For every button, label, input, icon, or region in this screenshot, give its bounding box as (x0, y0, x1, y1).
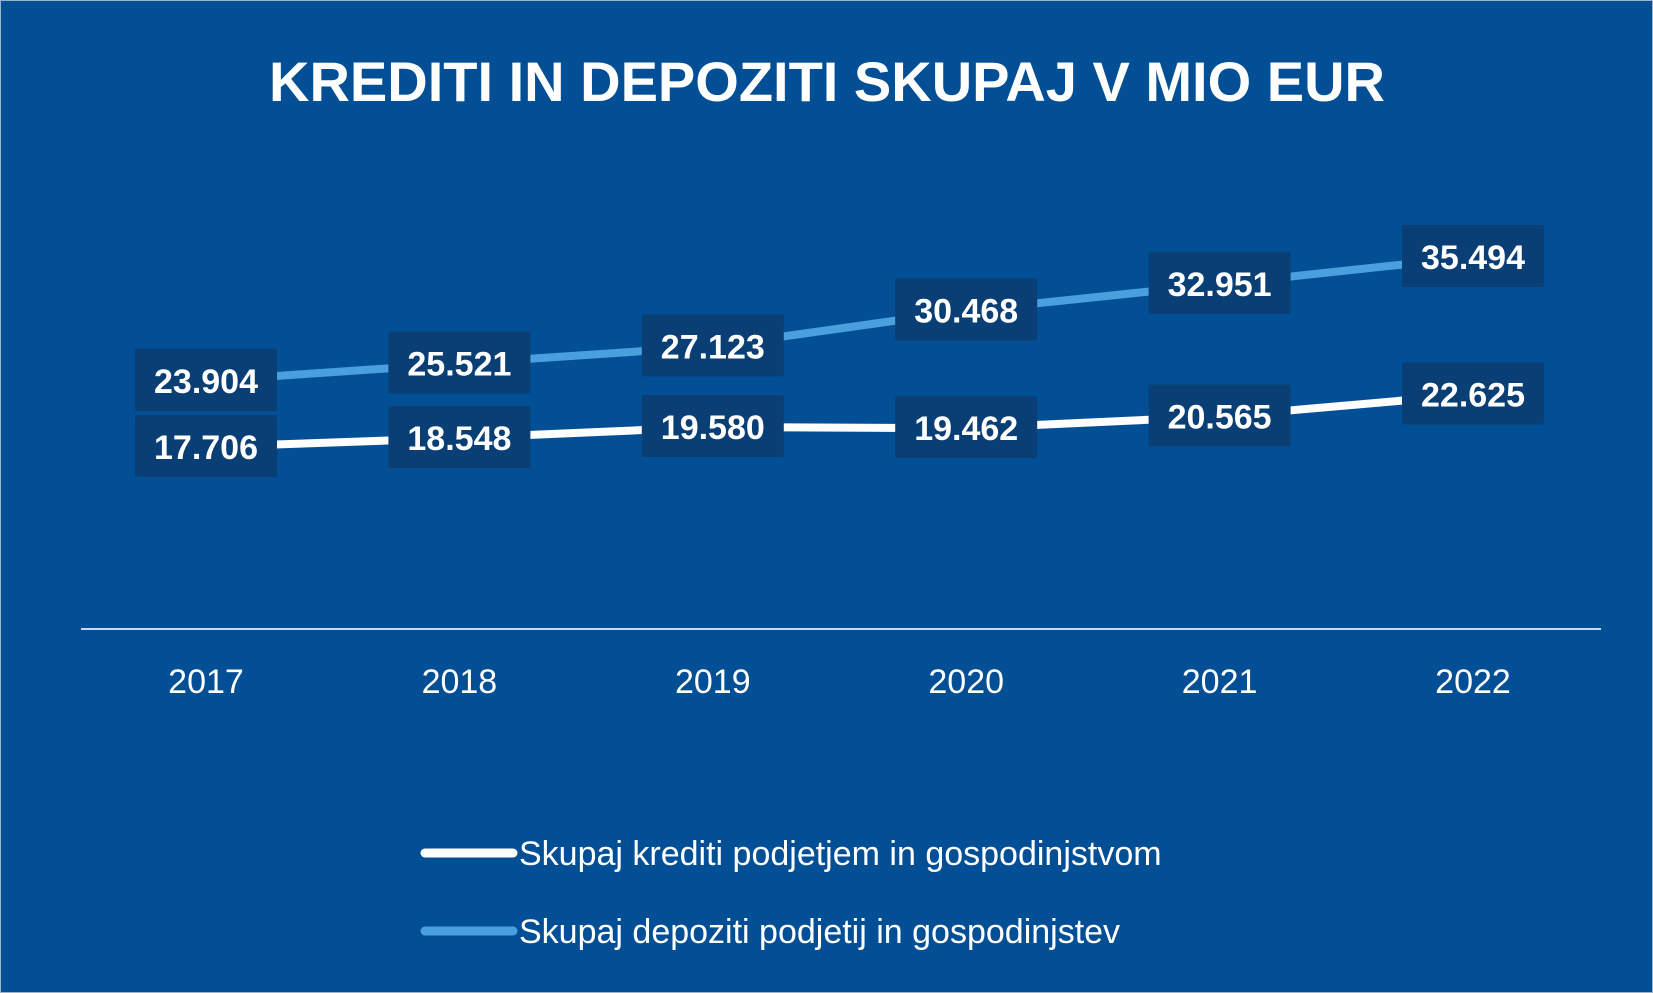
data-label-text: 23.904 (154, 363, 258, 401)
data-label-s1-2018: 18.548 (388, 406, 531, 469)
data-label-text: 35.494 (1421, 239, 1525, 277)
data-label-box (388, 331, 531, 394)
data-label-box (895, 396, 1038, 459)
x-tick-2022: 2022 (1435, 663, 1511, 701)
data-label-text: 25.521 (407, 346, 511, 384)
data-label-text: 19.462 (914, 410, 1018, 448)
data-label-box (1402, 362, 1544, 425)
data-labels-layer: 17.706 18.548 19.580 19.462 20.565 22.625 23.9… (135, 225, 1544, 477)
data-label-box (388, 406, 531, 469)
legend-label: Skupaj depoziti podjetij in gospodinjste… (519, 913, 1120, 951)
data-label-s2-2021: 32.951 (1148, 252, 1291, 315)
x-tick-2018: 2018 (422, 663, 498, 701)
data-label-box (1148, 252, 1291, 315)
legend: Skupaj krediti podjetjem in gospodinjstv… (420, 835, 1162, 951)
data-label-s1-2021: 20.565 (1148, 384, 1291, 447)
data-label-s1-2019: 19.580 (641, 394, 784, 457)
x-tick-labels: 2017 2018 2019 2020 2021 2022 (168, 663, 1511, 701)
x-tick-2021: 2021 (1182, 663, 1258, 701)
data-label-text: 20.565 (1168, 398, 1272, 436)
data-label-text: 17.706 (154, 429, 258, 467)
data-label-box (1148, 384, 1291, 447)
data-label-text: 18.548 (407, 420, 511, 458)
data-label-s2-2019: 27.123 (641, 314, 784, 377)
data-label-s1-2022: 22.625 (1402, 362, 1544, 425)
data-label-text: 19.580 (661, 409, 765, 447)
data-label-box (641, 394, 784, 457)
legend-item-1: Skupaj krediti podjetjem in gospodinjstv… (420, 835, 1162, 873)
x-tick-2017: 2017 (168, 663, 244, 701)
data-label-text: 22.625 (1421, 376, 1525, 414)
data-label-s1-2020: 19.462 (895, 396, 1038, 459)
data-label-box (135, 415, 277, 477)
data-label-s2-2020: 30.468 (895, 278, 1038, 341)
data-label-text: 27.123 (661, 328, 765, 366)
data-label-box (1402, 225, 1544, 287)
data-label-s2-2022: 35.494 (1402, 225, 1544, 287)
data-label-s1-2017: 17.706 (135, 415, 277, 477)
chart-title: KREDITI IN DEPOZITI SKUPAJ V MIO EUR (269, 50, 1385, 113)
legend-label: Skupaj krediti podjetjem in gospodinjstv… (519, 835, 1162, 873)
x-tick-2020: 2020 (928, 663, 1004, 701)
x-tick-2019: 2019 (675, 663, 751, 701)
data-label-box (895, 278, 1038, 341)
data-label-s2-2017: 23.904 (135, 348, 277, 411)
data-label-s2-2018: 25.521 (388, 331, 531, 394)
data-label-box (135, 348, 277, 411)
data-label-box (641, 314, 784, 377)
data-label-text: 30.468 (914, 293, 1018, 331)
data-label-text: 32.951 (1168, 266, 1272, 304)
legend-item-2: Skupaj depoziti podjetij in gospodinjste… (420, 913, 1120, 951)
